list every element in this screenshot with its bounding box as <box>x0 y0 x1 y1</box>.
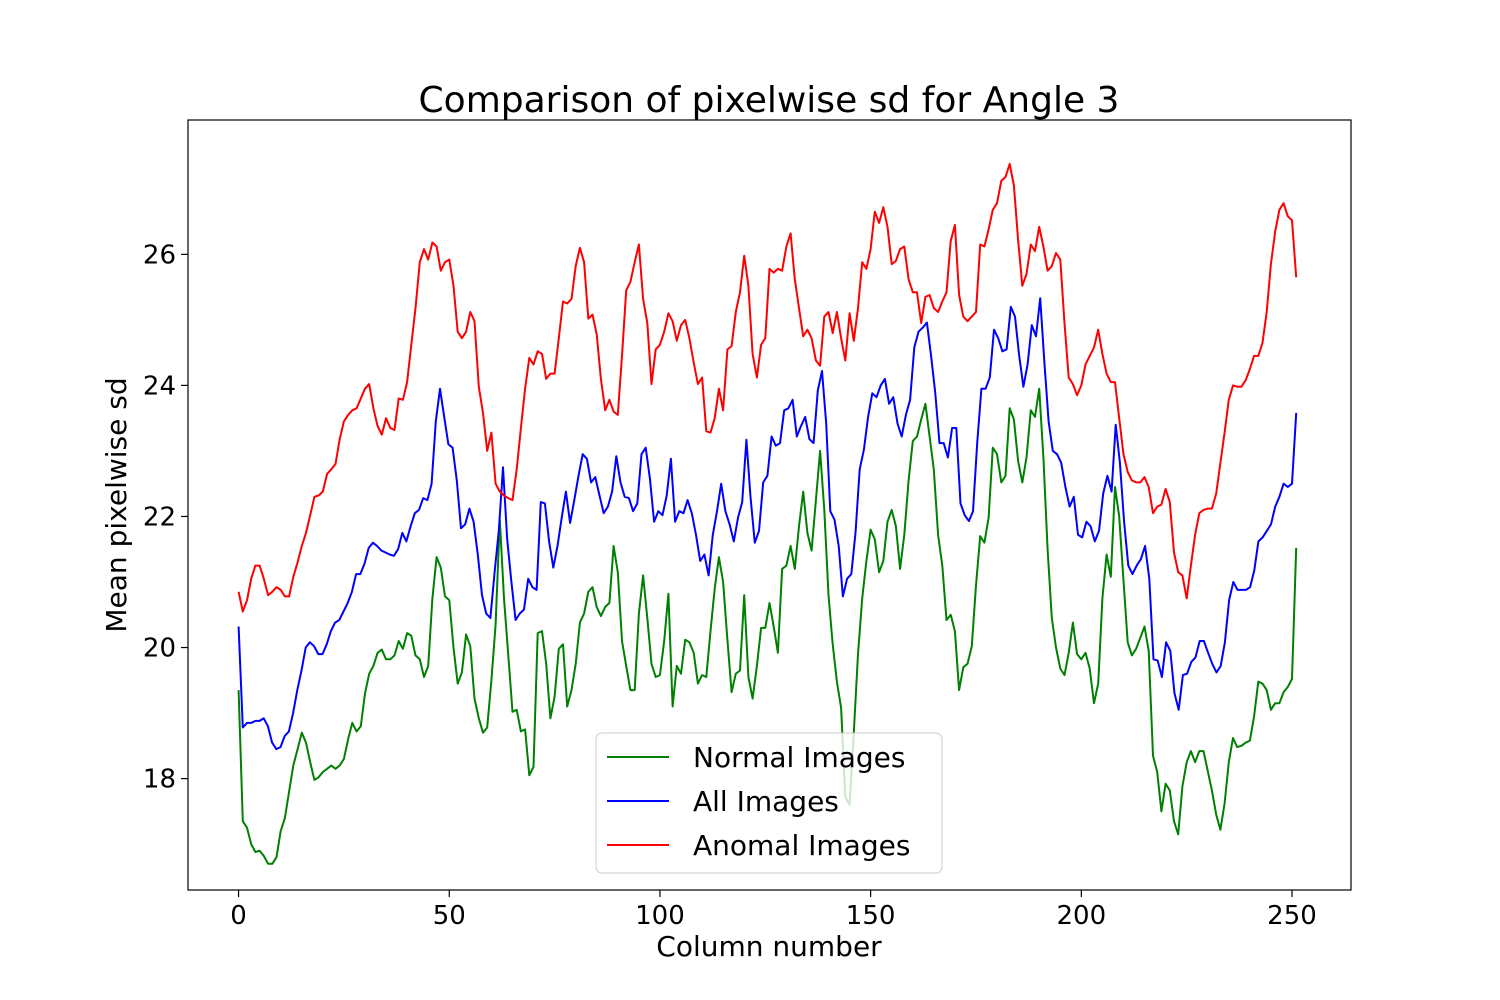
y-axis: 18 20 22 24 26 <box>143 240 188 795</box>
x-axis: 0 50 100 150 200 250 <box>230 890 1317 931</box>
y-tick-label: 18 <box>143 765 176 795</box>
x-tick-label: 150 <box>846 901 896 931</box>
chart-title: Comparison of pixelwise sd for Angle 3 <box>419 80 1120 121</box>
x-tick-label: 50 <box>433 901 466 931</box>
y-tick-label: 20 <box>143 634 176 664</box>
y-axis-label: Mean pixelwise sd <box>100 377 133 632</box>
legend-label: All Images <box>693 785 839 818</box>
legend-box <box>595 732 943 874</box>
series-line-anomal-images <box>237 162 1298 613</box>
x-tick-label: 0 <box>230 901 247 931</box>
x-tick-label: 200 <box>1056 901 1106 931</box>
y-tick-label: 26 <box>143 240 176 270</box>
y-tick-label: 22 <box>143 502 176 532</box>
legend: Normal Images All Images Anomal Images <box>595 732 943 874</box>
series-layer <box>237 162 1298 865</box>
y-tick-label: 24 <box>143 371 176 401</box>
series-line-all-images <box>237 297 1298 751</box>
series-line-normal-images <box>237 387 1298 865</box>
legend-label: Normal Images <box>693 741 906 774</box>
x-tick-label: 250 <box>1267 901 1317 931</box>
x-axis-label: Column number <box>656 930 882 963</box>
x-tick-label: 100 <box>635 901 685 931</box>
plot-frame <box>187 119 1352 891</box>
legend-label: Anomal Images <box>693 829 910 862</box>
